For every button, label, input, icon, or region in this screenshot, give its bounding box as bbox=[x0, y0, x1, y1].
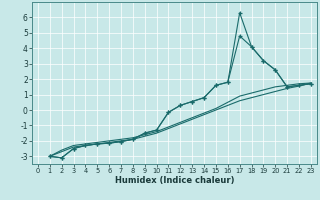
X-axis label: Humidex (Indice chaleur): Humidex (Indice chaleur) bbox=[115, 176, 234, 185]
